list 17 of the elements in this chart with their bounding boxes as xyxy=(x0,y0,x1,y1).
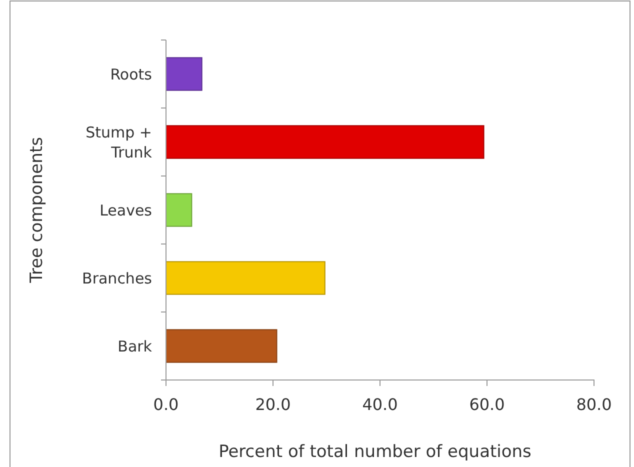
bar xyxy=(166,125,484,159)
x-tick-label: 0.0 xyxy=(153,394,179,414)
x-tick-label: 60.0 xyxy=(469,394,505,414)
bar xyxy=(166,193,192,227)
x-axis-title: Percent of total number of equations xyxy=(218,442,532,462)
x-tick-label: 20.0 xyxy=(255,394,291,414)
x-tick-label: 40.0 xyxy=(362,394,398,414)
y-tick-label: Leaves xyxy=(100,201,152,220)
bar xyxy=(166,57,202,91)
y-tick-label: Stump + Trunk xyxy=(86,123,152,162)
bar xyxy=(166,261,326,295)
y-tick-label: Branches xyxy=(82,269,152,288)
y-tick-label: Bark xyxy=(118,337,152,356)
bar xyxy=(166,329,278,363)
x-tick-label: 80.0 xyxy=(576,394,612,414)
y-axis-title: Tree components xyxy=(27,136,47,284)
y-tick-label: Roots xyxy=(110,65,152,84)
